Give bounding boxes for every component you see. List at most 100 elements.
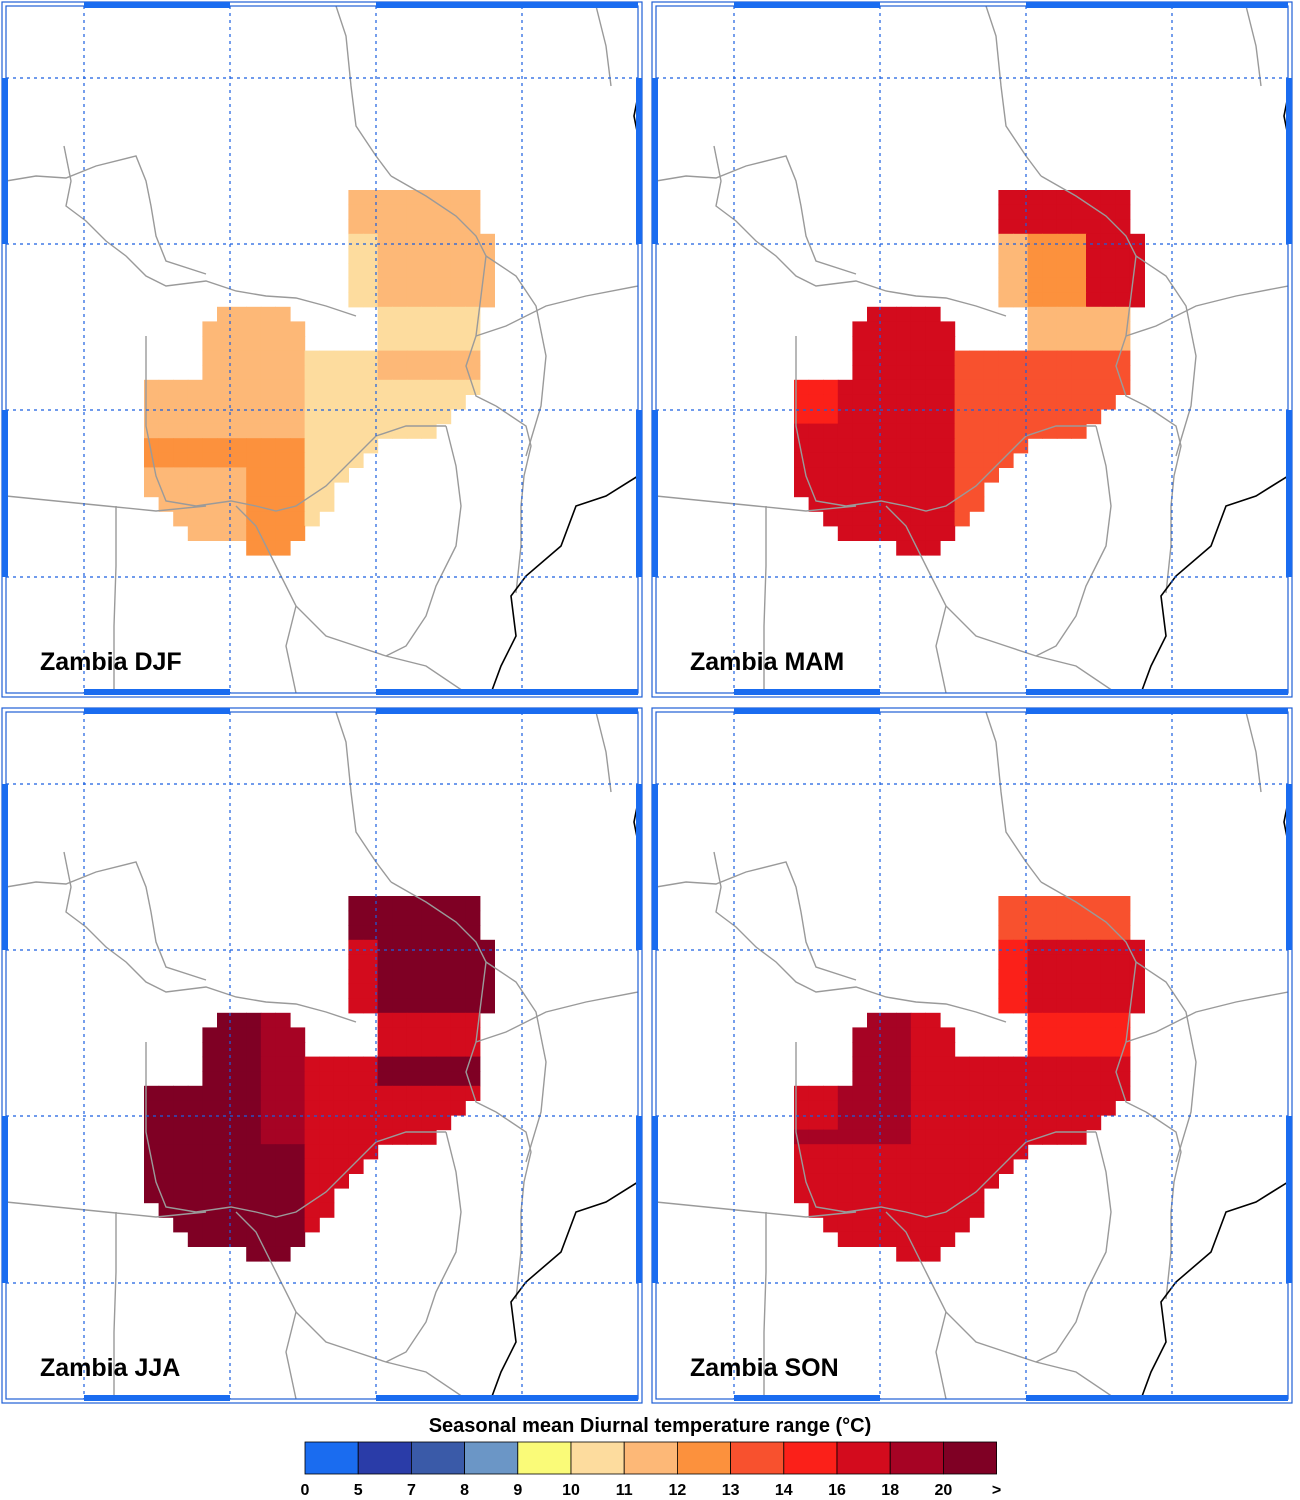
border-line [713,145,1007,317]
grid-cell [1027,277,1043,293]
grid-cell [319,365,335,381]
grid-cell [1071,233,1087,249]
grid-cell [465,277,481,293]
grid-cell [896,1173,912,1189]
grid-cell [202,1085,218,1101]
grid-cell [392,1085,408,1101]
border-line [113,506,117,693]
grid-cell [436,1115,452,1131]
grid-cell [304,1071,320,1087]
grid-cell [881,1071,897,1087]
grid-cell [940,1056,956,1072]
grid-cell [896,1144,912,1160]
grid-cell [187,467,203,483]
grid-cell [217,409,233,425]
grid-cell [465,969,481,985]
grid-cell [275,1188,291,1204]
grid-cell [406,394,422,410]
grid-cell [823,467,839,483]
grid-cell [808,1144,824,1160]
grid-cell [246,336,262,352]
grid-cell [1013,1071,1029,1087]
grid-cell [881,1027,897,1043]
grid-cell [1100,983,1116,999]
grid-cell [1056,248,1072,264]
grid-cell [1056,336,1072,352]
grid-cell [406,1056,422,1072]
grid-cell [231,1027,247,1043]
grid-cell [1013,292,1029,308]
grid-cell [450,1100,466,1116]
grid-cell [1100,233,1116,249]
grid-cell [998,1115,1014,1131]
grid-cell [1100,292,1116,308]
grid-cell [808,1158,824,1174]
grid-cell [1027,925,1043,941]
grid-cell [260,1217,276,1233]
grid-cell [231,336,247,352]
grid-cell [867,496,883,512]
border-line [495,405,532,594]
grid-cell [1013,277,1029,293]
grid-cell [998,983,1014,999]
grid-cell [377,910,393,926]
grid-cell [421,409,437,425]
grid-cell [275,1217,291,1233]
grid-cell [144,394,160,410]
grid-cell [1115,350,1131,366]
grid-cell [867,1144,883,1160]
grid-cell [392,379,408,395]
grid-cell [319,1056,335,1072]
grid-cell [925,1246,941,1262]
grid-cell [1056,292,1072,308]
grid-cell [925,1188,941,1204]
grid-cell [479,983,495,999]
grid-cell [940,452,956,468]
grid-cell [881,394,897,410]
grid-cell [436,998,452,1014]
grid-cell [363,1100,379,1116]
grid-cell [940,1217,956,1233]
grid-cell [998,1071,1014,1087]
grid-cell [867,1071,883,1087]
grid-cell [246,1085,262,1101]
grid-cell [421,1100,437,1116]
frame-tick-bars [652,2,1292,695]
border-line [145,1042,446,1218]
grid-cell [881,1217,897,1233]
grid-cell [1100,896,1116,912]
grid-cell [348,983,364,999]
grid-cell [187,1158,203,1174]
grid-cell [217,350,233,366]
grid-cell [392,336,408,352]
grid-cell [998,394,1014,410]
grid-cell [852,1027,868,1043]
border-line [485,961,547,1163]
grid-cell [217,482,233,498]
frame-bar [1286,784,1292,950]
grid-cell [1086,1042,1102,1058]
grid-cell [348,394,364,410]
grid-cell [290,467,306,483]
grid-cell [896,394,912,410]
grid-cell [1013,939,1029,955]
grid-cell [1115,1071,1131,1087]
grid-cell [1115,896,1131,912]
grid-cell [954,467,970,483]
grid-cell [333,1085,349,1101]
grid-cell [173,423,189,439]
grid-cell [333,365,349,381]
grid-cell [823,394,839,410]
grid-cell [392,1115,408,1131]
grid-cell [1086,219,1102,235]
grid-cell [202,1158,218,1174]
grid-cell [925,1012,941,1028]
grid-cell [406,233,422,249]
grid-cell [290,438,306,454]
grid-cell [925,350,941,366]
grid-cell [823,1173,839,1189]
grid-cell [187,496,203,512]
grid-cell [217,1202,233,1218]
grid-cell [867,1100,883,1116]
grid-cell [983,1056,999,1072]
